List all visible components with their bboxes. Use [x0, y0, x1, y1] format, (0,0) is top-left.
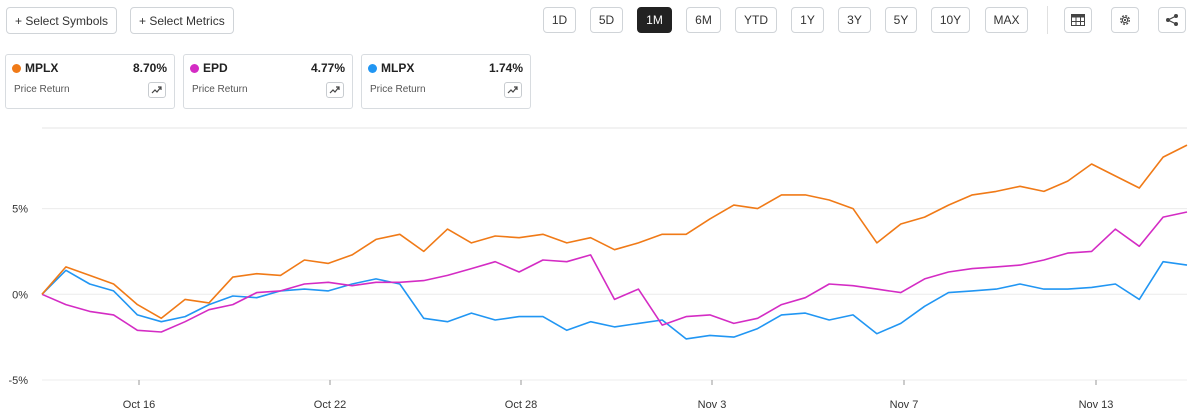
- legend-metric-label: Price Return: [370, 84, 426, 95]
- range-3y-button[interactable]: 3Y: [838, 7, 871, 33]
- y-tick-label: -5%: [8, 375, 28, 387]
- series-color-dot: [190, 64, 199, 73]
- x-tick-label: Oct 16: [123, 399, 155, 411]
- y-axis: 5% 0% -5%: [8, 204, 28, 387]
- trend-chart-button[interactable]: [148, 82, 166, 98]
- x-tick-label: Oct 22: [314, 399, 346, 411]
- toolbar-divider: [1047, 6, 1048, 34]
- range-6m-button[interactable]: 6M: [686, 7, 721, 33]
- range-ytd-button[interactable]: YTD: [735, 7, 777, 33]
- legend-symbol: EPD: [203, 61, 228, 75]
- y-tick-label: 5%: [12, 204, 28, 216]
- trend-chart-button[interactable]: [504, 82, 522, 98]
- series-line-epd[interactable]: [41, 211, 1188, 333]
- legend-value: 8.70%: [132, 61, 167, 75]
- legend-metric-label: Price Return: [192, 84, 248, 95]
- series-line-mplx[interactable]: [41, 144, 1188, 320]
- range-10y-button[interactable]: 10Y: [931, 7, 970, 33]
- legend-card-mplx[interactable]: MPLX 8.70% Price Return: [5, 54, 175, 109]
- select-metrics-button[interactable]: + Select Metrics: [130, 7, 234, 34]
- share-button[interactable]: [1158, 7, 1186, 33]
- x-tick-label: Nov 13: [1079, 399, 1114, 411]
- price-return-chart[interactable]: 5% 0% -5% Oct 16 Oct 22 Oct 28 Nov 3 Nov 7 Nov …: [0, 118, 1195, 419]
- series-color-dot: [12, 64, 21, 73]
- range-1d-button[interactable]: 1D: [543, 7, 576, 33]
- legend-symbol: MPLX: [25, 61, 59, 75]
- x-tick-label: Nov 7: [890, 399, 919, 411]
- gear-icon: [1120, 15, 1130, 25]
- x-tick-label: Nov 3: [698, 399, 727, 411]
- legend-symbol: MLPX: [381, 61, 415, 75]
- chart-lines: [41, 144, 1188, 340]
- chart-grid: [42, 127, 1187, 381]
- table-icon: [1071, 14, 1085, 26]
- settings-button[interactable]: [1111, 7, 1139, 33]
- range-1m-button[interactable]: 1M: [637, 7, 672, 33]
- trend-up-icon: [329, 86, 340, 94]
- legend-card-mlpx[interactable]: MLPX 1.74% Price Return: [361, 54, 531, 109]
- range-1y-button[interactable]: 1Y: [791, 7, 824, 33]
- y-tick-label: 0%: [12, 289, 28, 301]
- range-5y-button[interactable]: 5Y: [885, 7, 917, 33]
- legend-value: 1.74%: [488, 61, 523, 75]
- trend-up-icon: [151, 86, 162, 94]
- legend-card-epd[interactable]: EPD 4.77% Price Return: [183, 54, 353, 109]
- trend-chart-button[interactable]: [326, 82, 344, 98]
- trend-up-icon: [507, 86, 518, 94]
- range-5d-button[interactable]: 5D: [590, 7, 623, 33]
- select-symbols-button[interactable]: + Select Symbols: [6, 7, 118, 34]
- range-max-button[interactable]: MAX: [985, 7, 1028, 33]
- legend-value: 4.77%: [310, 61, 345, 75]
- x-tick-label: Oct 28: [505, 399, 537, 411]
- series-line-mlpx[interactable]: [41, 260, 1188, 340]
- legend-metric-label: Price Return: [14, 84, 70, 95]
- series-color-dot: [368, 64, 377, 73]
- share-icon: [1166, 14, 1178, 26]
- table-view-button[interactable]: [1064, 7, 1092, 33]
- x-axis: Oct 16 Oct 22 Oct 28 Nov 3 Nov 7 Nov 13: [123, 380, 1114, 411]
